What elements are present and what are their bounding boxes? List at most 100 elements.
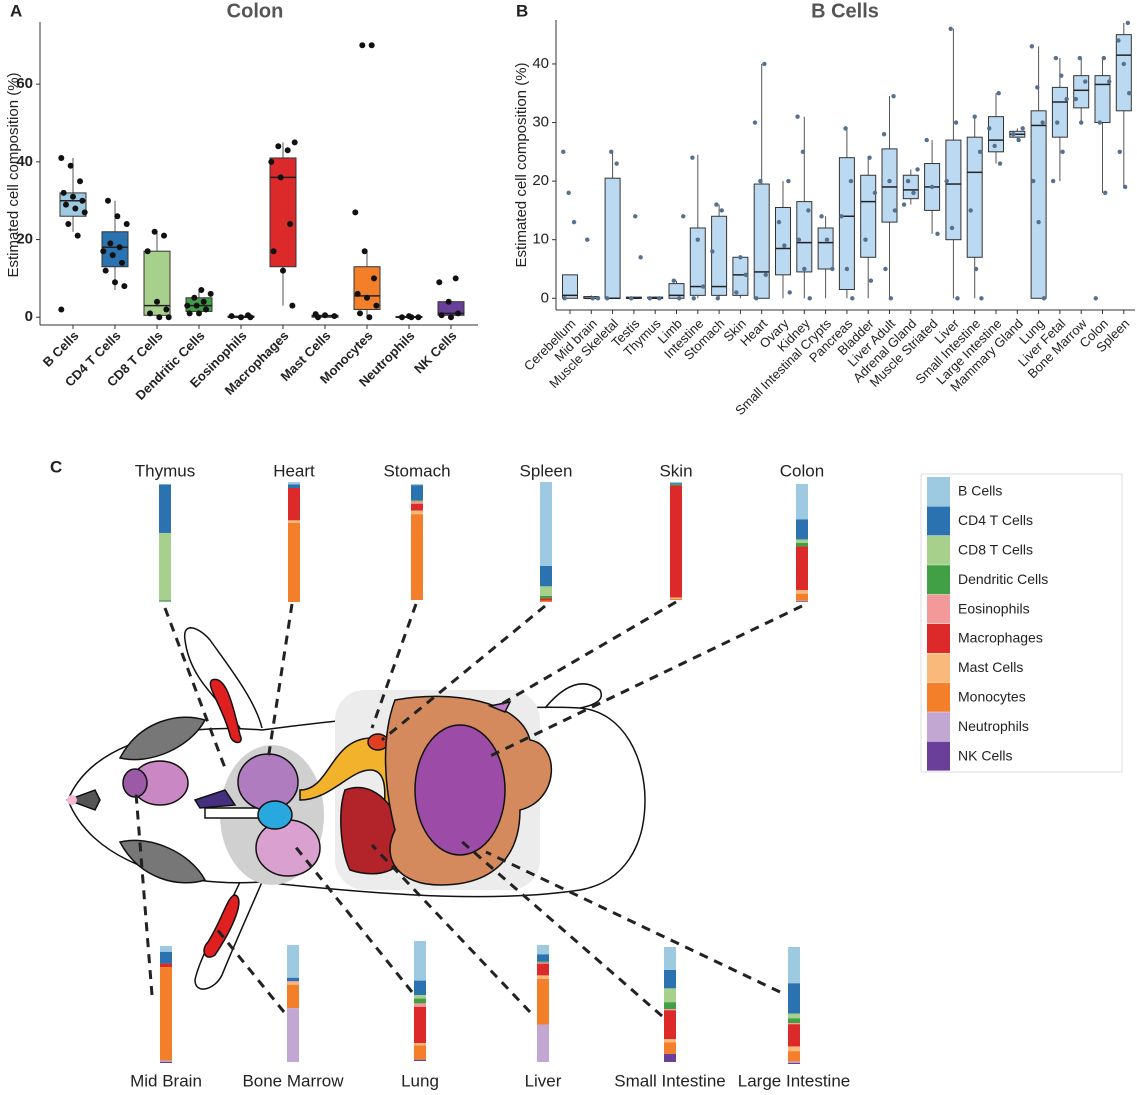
- data-point: [67, 162, 74, 169]
- bar-segment: [788, 983, 800, 1014]
- data-point: [752, 120, 758, 125]
- data-point: [191, 294, 198, 301]
- data-point: [373, 302, 380, 309]
- data-point: [1107, 79, 1112, 84]
- data-point: [701, 284, 706, 289]
- leader-line: [163, 607, 227, 769]
- data-point: [100, 248, 107, 255]
- box: [945, 139, 962, 241]
- data-point: [287, 221, 294, 227]
- bar-segment: [414, 998, 426, 1004]
- data-point: [1122, 184, 1128, 190]
- data-point: [146, 310, 153, 317]
- bar-segment: [160, 946, 172, 952]
- data-point: [356, 310, 363, 317]
- data-point: [1077, 55, 1083, 61]
- bar-segment: [540, 482, 552, 566]
- leader-line: [381, 604, 546, 742]
- data-point: [585, 237, 590, 242]
- box: [988, 116, 1004, 153]
- box: [966, 136, 983, 258]
- chart-title: B Cells: [811, 0, 879, 22]
- data-point: [368, 42, 375, 49]
- data-point: [595, 296, 601, 301]
- data-point: [361, 248, 368, 255]
- data-point: [979, 296, 984, 301]
- bar-label: Mid Brain: [130, 1071, 202, 1090]
- leader-line: [370, 843, 532, 1014]
- box: [562, 274, 578, 299]
- data-point: [1055, 120, 1060, 125]
- legend-label: NK Cells: [958, 747, 1012, 763]
- bar-segment: [160, 951, 172, 964]
- data-point: [79, 197, 86, 204]
- data-point: [562, 296, 567, 301]
- data-point: [953, 120, 959, 125]
- bar-segment: [414, 1003, 426, 1007]
- data-point: [207, 290, 214, 297]
- data-point: [968, 208, 973, 213]
- box: [1094, 75, 1111, 124]
- bar-segment: [287, 1008, 299, 1062]
- data-point: [944, 178, 949, 184]
- data-point: [121, 283, 128, 290]
- data-point: [58, 306, 65, 313]
- data-point: [997, 161, 1003, 166]
- data-point: [901, 202, 907, 207]
- bar-segment: [664, 1039, 676, 1043]
- box: [1115, 34, 1132, 112]
- leader-line: [485, 604, 803, 760]
- y-axis-label: Estimated cell composition (%): [5, 72, 22, 277]
- bar-segment: [288, 522, 300, 602]
- data-point: [448, 314, 454, 321]
- data-point: [762, 61, 767, 67]
- bar-segment: [537, 963, 549, 976]
- data-point: [1040, 120, 1045, 125]
- legend-label: CD4 T Cells: [958, 512, 1033, 528]
- legend-swatch: [927, 712, 950, 742]
- data-point: [314, 314, 321, 321]
- data-point: [359, 42, 366, 49]
- mouse-back-leg: [544, 683, 602, 709]
- data-point: [200, 298, 207, 305]
- y-tick-label: 60: [16, 75, 33, 92]
- legend-swatch: [927, 506, 950, 536]
- bar-segment: [159, 532, 171, 601]
- data-point: [844, 266, 850, 272]
- bar-segment: [664, 947, 676, 970]
- bar-segment: [414, 980, 426, 995]
- data-point: [163, 306, 170, 313]
- bar-segment: [796, 484, 808, 520]
- data-point: [247, 314, 254, 321]
- bar-segment: [796, 543, 808, 547]
- data-point: [1097, 120, 1103, 125]
- y-tick-label: 20: [16, 231, 33, 248]
- bar-segment: [414, 995, 426, 999]
- leader-line: [370, 603, 418, 729]
- data-point: [738, 255, 743, 260]
- y-tick-label: 10: [532, 231, 549, 248]
- data-point: [268, 158, 275, 165]
- data-point: [883, 266, 888, 272]
- data-point: [691, 296, 696, 301]
- bar-segment: [796, 519, 808, 540]
- bar-segment: [670, 597, 682, 599]
- leader-line: [497, 600, 677, 708]
- box: [353, 266, 381, 310]
- data-point: [787, 290, 792, 295]
- y-tick-label: 20: [532, 172, 549, 189]
- data-point: [1079, 120, 1084, 125]
- panel-label: A: [10, 1, 22, 20]
- data-point: [123, 221, 130, 227]
- legend-label: B Cells: [958, 483, 1002, 499]
- data-point: [408, 314, 415, 321]
- data-point: [806, 208, 811, 213]
- data-point: [1029, 44, 1035, 49]
- box: [689, 227, 706, 296]
- data-point: [802, 266, 807, 272]
- skin-patch: [487, 700, 512, 713]
- bar-segment: [411, 485, 423, 501]
- bar-segment: [670, 483, 682, 485]
- panel-label: C: [50, 457, 62, 476]
